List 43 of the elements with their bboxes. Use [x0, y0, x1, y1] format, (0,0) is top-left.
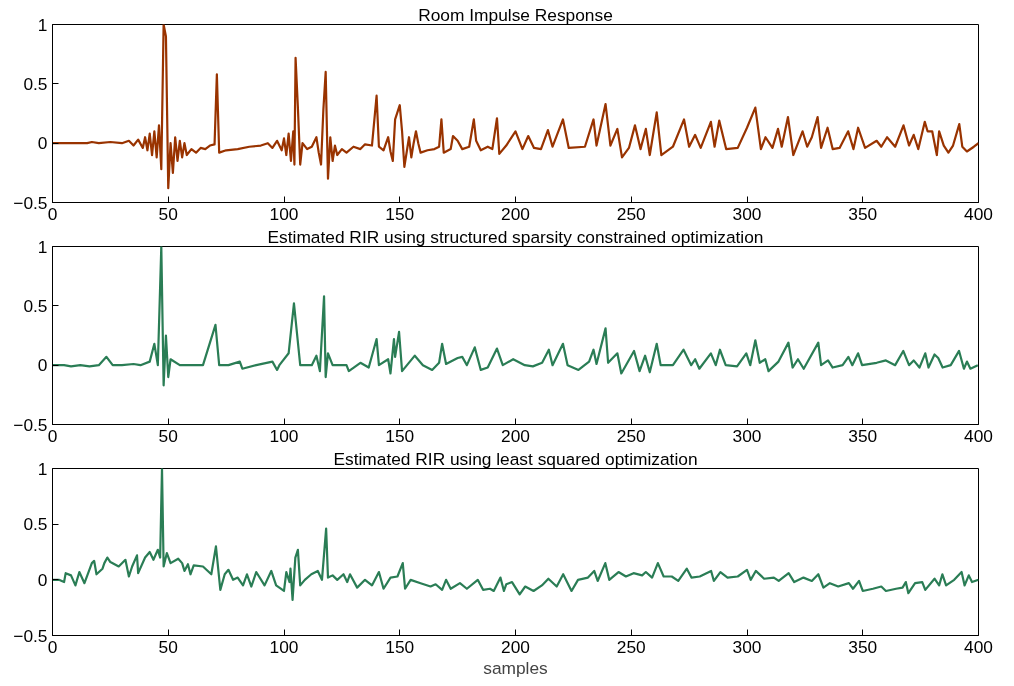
x-tick-label: 350 — [848, 636, 878, 657]
x-tick-label: 150 — [385, 203, 415, 224]
x-tick-label: 300 — [732, 425, 762, 446]
y-tick-label: 0 — [37, 133, 48, 154]
x-tick-label: 300 — [732, 636, 762, 657]
x-tick-label: 150 — [385, 636, 415, 657]
x-tick-label: 250 — [616, 425, 646, 446]
x-tick-label: 100 — [269, 425, 299, 446]
x-tick-label: 100 — [269, 636, 299, 657]
x-tick-label: 50 — [158, 636, 178, 657]
y-tick-label: −0.5 — [13, 192, 48, 213]
x-tick-label: 50 — [158, 425, 178, 446]
chart-title: Room Impulse Response — [418, 4, 613, 25]
x-tick-label: 400 — [964, 425, 993, 446]
y-tick-label: 1 — [37, 458, 48, 479]
x-tick-label: 250 — [616, 636, 646, 657]
x-tick-label: 250 — [616, 203, 646, 224]
x-tick-label: 150 — [385, 425, 415, 446]
x-tick-label: 200 — [501, 203, 530, 224]
x-tick-label: 200 — [501, 425, 530, 446]
x-tick-label: 400 — [964, 203, 993, 224]
y-tick-label: 0.5 — [23, 73, 48, 94]
chart-title: Estimated RIR using structured sparsity constrained optimization — [267, 226, 764, 247]
x-tick-label: 50 — [158, 203, 178, 224]
y-tick-label: −0.5 — [13, 625, 48, 646]
x-tick-label: 400 — [964, 636, 993, 657]
x-tick-label: 350 — [848, 203, 878, 224]
line-series — [52, 246, 979, 387]
line-series — [52, 468, 979, 601]
x-tick-label: 300 — [732, 203, 762, 224]
y-tick-label: 1 — [37, 236, 48, 257]
chart-title: Estimated RIR using least squared optimization — [333, 448, 698, 469]
y-tick-label: 0 — [37, 355, 48, 376]
x-axis-title: samples — [483, 657, 549, 678]
line-series — [52, 24, 979, 190]
x-tick-label: 350 — [848, 425, 878, 446]
y-tick-label: 0.5 — [23, 295, 48, 316]
y-tick-label: 0 — [37, 569, 48, 590]
x-tick-label: 100 — [269, 203, 299, 224]
x-tick-label: 200 — [501, 636, 530, 657]
y-tick-label: 1 — [37, 14, 48, 35]
y-tick-label: −0.5 — [13, 414, 48, 435]
y-tick-label: 0.5 — [23, 514, 48, 535]
